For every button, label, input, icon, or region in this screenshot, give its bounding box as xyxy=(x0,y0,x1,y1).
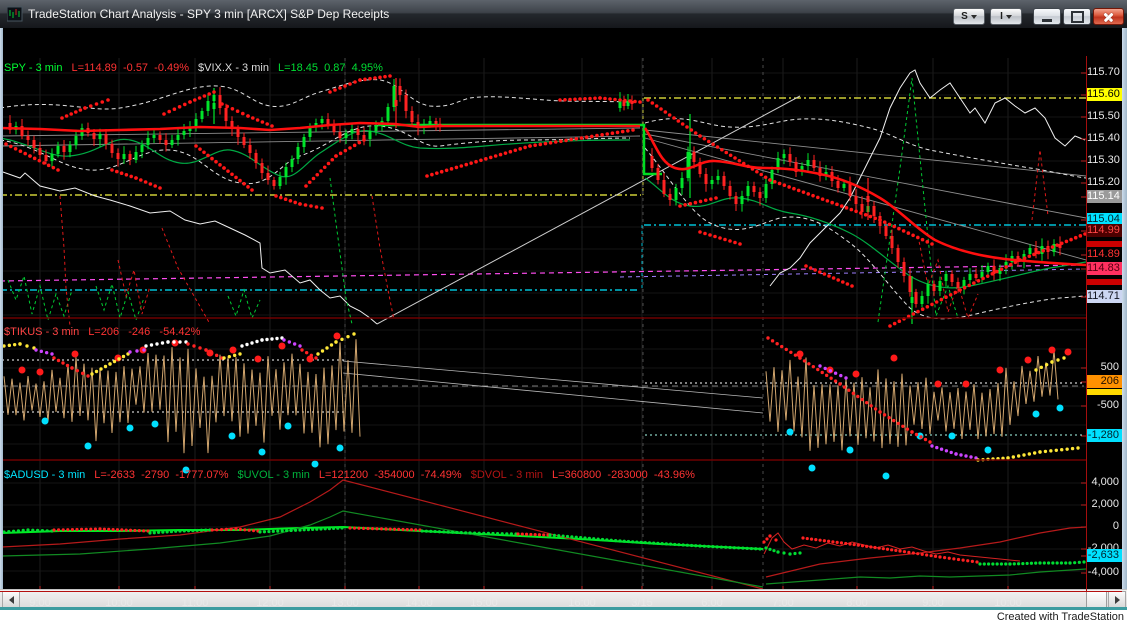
chevron-down-icon xyxy=(970,14,977,19)
time-tick-1200: 12:00 xyxy=(256,597,284,609)
app-icon xyxy=(6,6,23,22)
axis-tick-4000: 4,000 xyxy=(1091,476,1119,488)
time-tick-700: 7:00 xyxy=(772,597,794,609)
axis-tick-115.30: 115.30 xyxy=(1087,154,1120,166)
axis-badge-sliver xyxy=(1087,241,1122,247)
axis-tick-115.60: 115.60 xyxy=(1087,88,1122,101)
close-icon xyxy=(1102,11,1115,22)
time-tick-1600: 16:00 xyxy=(568,597,596,609)
chart-plot[interactable] xyxy=(0,56,1086,592)
minimize-icon xyxy=(1042,18,1052,22)
legend-item: L=-2633 -2790 -1777.07% xyxy=(94,469,229,481)
bollinger-bands xyxy=(0,79,1086,320)
close-button[interactable] xyxy=(1093,8,1124,25)
time-tick-600: 6:00 xyxy=(701,597,723,609)
status-separator xyxy=(0,607,1127,610)
axis-tick-115.14: 115.14 xyxy=(1087,190,1122,203)
axis-tick-114.83: 114.83 xyxy=(1087,262,1122,275)
axis-tick-114.99: 114.99 xyxy=(1087,224,1122,237)
price-panel-legend: SPY - 3 min L=114.89 -0.57 -0.49% $VIX.X -… xyxy=(4,58,392,76)
time-axis-line xyxy=(0,591,1122,592)
axis-badge-sliver xyxy=(1087,389,1122,395)
legend-item: L=121200 -354000 -74.49% xyxy=(318,469,462,481)
legend-item: L=206 -246 -54.42% xyxy=(88,326,201,338)
restore-icon xyxy=(1070,10,1084,23)
adusd-panel-legend: $ADUSD - 3 min L=-2633 -2790 -1777.07% $UV… xyxy=(4,465,704,483)
trendline[interactable] xyxy=(376,95,801,325)
axis-tick-114.71: 114.71 xyxy=(1087,290,1122,303)
axis-tick-4000: -4,000 xyxy=(1087,566,1119,578)
time-tick-1300: 13:00 xyxy=(331,597,359,609)
time-tick-1100: 11:00 xyxy=(181,597,209,609)
green-dashed-oscillator xyxy=(7,77,959,325)
time-tick-900: 9:00 xyxy=(922,597,944,609)
scroll-right-button[interactable] xyxy=(1108,591,1126,608)
tikus-panel-legend: $TIKUS - 3 min L=206 -246 -54.42% xyxy=(4,322,209,340)
legend-item: SPY - 3 min xyxy=(4,62,63,74)
gridlines xyxy=(0,58,1086,590)
axis-tick-115.70: 115.70 xyxy=(1087,66,1120,78)
time-tick-1400: 14:00 xyxy=(405,597,433,609)
axis-tick-115.20: 115.20 xyxy=(1087,176,1120,188)
axis-tick-1280: -1,280 xyxy=(1087,429,1122,442)
indicator-menu-label: I xyxy=(1000,11,1003,22)
scrollbar-thumb[interactable] xyxy=(1086,591,1107,608)
axis-tick-500: -500 xyxy=(1096,399,1119,411)
indicator-menu-button[interactable]: I xyxy=(990,8,1022,25)
red-dashed-oscillator xyxy=(59,149,1049,327)
legend-item: $UVOL - 3 min xyxy=(237,469,310,481)
time-tick-900: 9:00 xyxy=(29,597,51,609)
legend-item: $TIKUS - 3 min xyxy=(4,326,80,338)
price-axis-line xyxy=(1086,56,1087,592)
axis-tick-0: 0 xyxy=(1112,520,1119,532)
legend-item: L=18.45 0.87 4.95% xyxy=(277,62,383,74)
time-tick-1000: 10:00 xyxy=(994,597,1022,609)
tikus-signal-dots xyxy=(18,332,1072,480)
time-tick-315: 3/15 xyxy=(631,597,653,609)
axis-badge-sliver xyxy=(1087,279,1122,285)
window-title: TradeStation Chart Analysis - SPY 3 min … xyxy=(28,7,390,21)
axis-tick-114.89: 114.89 xyxy=(1087,248,1120,260)
axis-tick-115.50: 115.50 xyxy=(1087,110,1120,122)
legend-item: L=360800 -283000 -43.96% xyxy=(552,469,695,481)
legend-item: $DVOL - 3 min xyxy=(470,469,544,481)
footer: Created with TradeStation xyxy=(0,610,1127,625)
axis-tick-500: 500 xyxy=(1100,361,1119,373)
vix-line xyxy=(0,69,1086,325)
spy-candles xyxy=(8,78,1062,324)
axis-tick-2633: -2,633 xyxy=(1087,549,1122,562)
chart-area[interactable]: SPY - 3 min L=114.89 -0.57 -0.49% $VIX.X -… xyxy=(0,28,1127,609)
chevron-down-icon xyxy=(1005,14,1012,19)
legend-item: $ADUSD - 3 min xyxy=(4,469,86,481)
price-axis[interactable]: 115.70 115.60 115.50 115.40 115.30 115.20 115.… xyxy=(1087,56,1122,592)
axis-tick-2000: 2,000 xyxy=(1091,498,1119,510)
time-tick-800: 8:00 xyxy=(846,597,868,609)
dotted-indicator-chains xyxy=(2,332,1086,566)
window-border-right xyxy=(1122,28,1127,589)
restore-button[interactable] xyxy=(1063,8,1091,25)
arrow-left-icon xyxy=(8,595,14,604)
axis-tick-206: 206 xyxy=(1087,375,1122,388)
red-ma-line xyxy=(0,121,1086,267)
time-tick-1500: 15:00 xyxy=(470,597,498,609)
legend-item: $VIX.X - 3 min xyxy=(198,62,269,74)
panel-separators xyxy=(0,317,1086,461)
time-tick-1000: 10:00 xyxy=(105,597,133,609)
legend-item: L=114.89 -0.57 -0.49% xyxy=(71,62,190,74)
minimize-button[interactable] xyxy=(1033,8,1061,25)
titlebar[interactable]: TradeStation Chart Analysis - SPY 3 min … xyxy=(0,0,1127,29)
style-menu-label: S xyxy=(961,11,968,22)
time-axis[interactable]: 9:00 10:00 11:00 12:00 13:00 14:00 15:00 16:00 3… xyxy=(0,592,1086,616)
green-ma-line xyxy=(0,129,1086,289)
window-border-left xyxy=(0,28,3,589)
tikus-gap-connectors xyxy=(342,360,764,414)
axis-tick-115.04: 115.04 xyxy=(1087,213,1122,226)
axis-tick-115.40: 115.40 xyxy=(1087,132,1120,144)
style-menu-button[interactable]: S xyxy=(953,8,985,25)
credit-text: Created with TradeStation xyxy=(996,611,1124,623)
parabolic-sar-dots xyxy=(4,74,1086,328)
arrow-right-icon xyxy=(1114,595,1120,604)
tikus-zigzag xyxy=(3,339,1059,454)
